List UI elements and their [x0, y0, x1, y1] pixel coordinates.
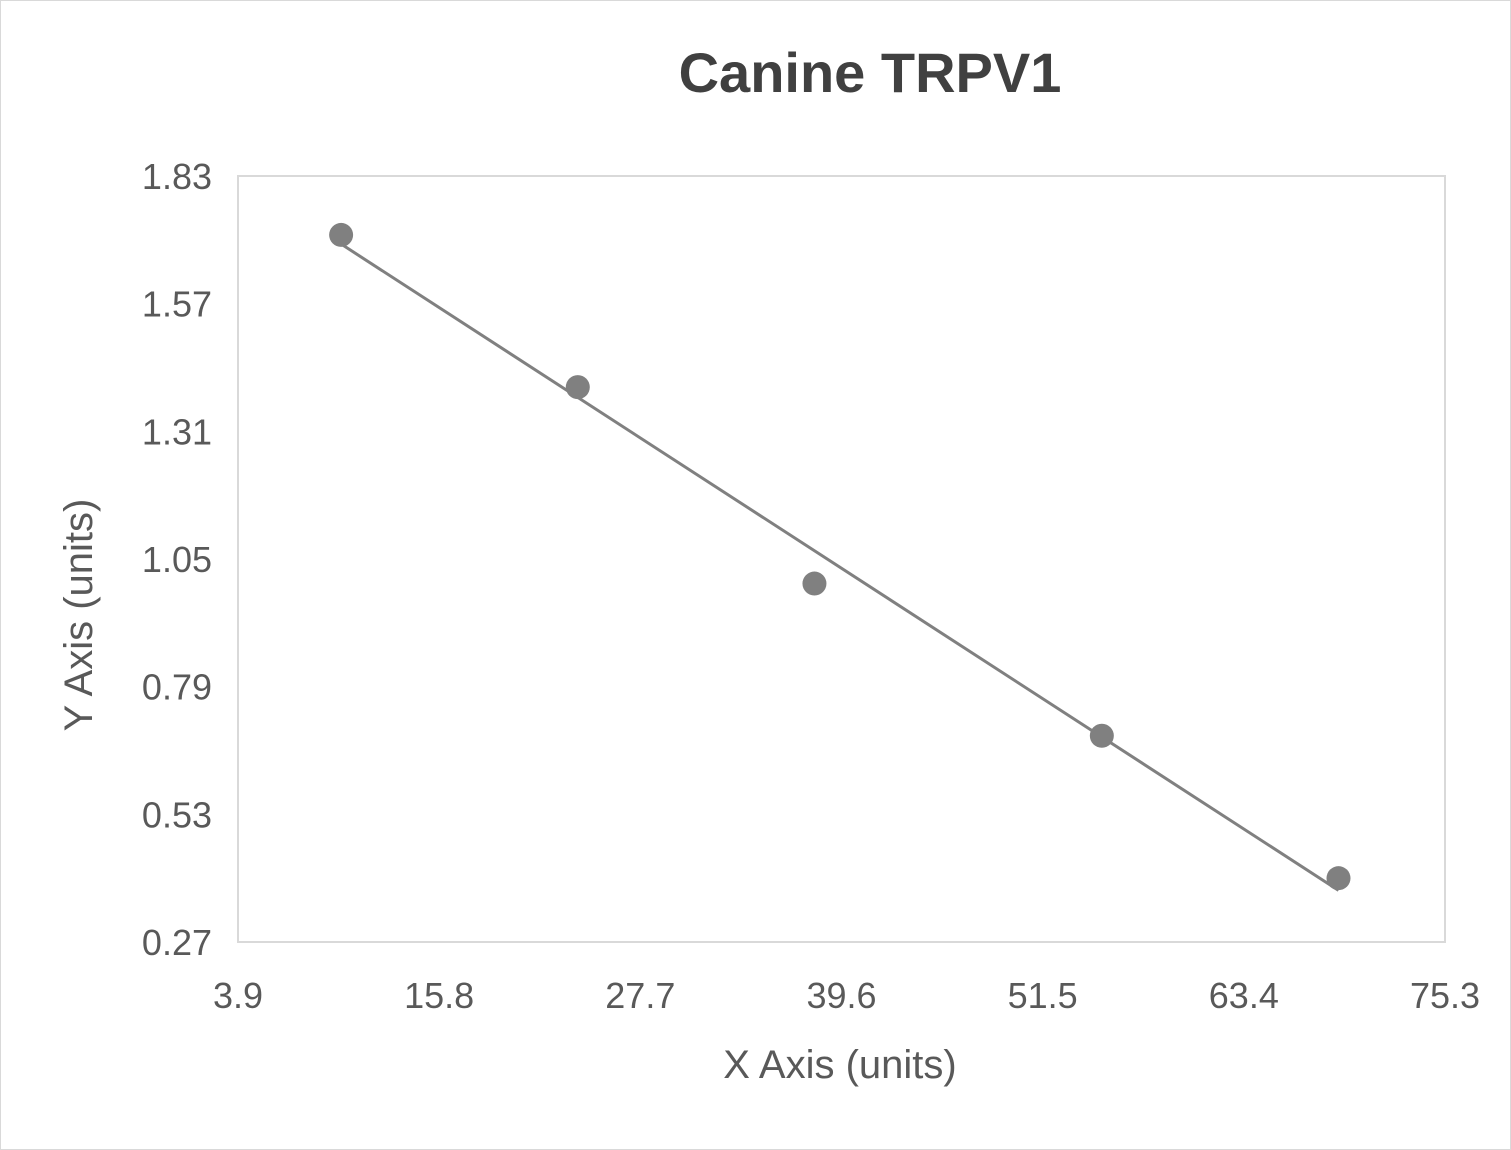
x-tick-label: 3.9 — [213, 975, 263, 1016]
x-tick-label: 75.3 — [1410, 975, 1480, 1016]
data-point — [1326, 866, 1351, 891]
y-tick-label: 0.27 — [142, 922, 212, 963]
x-tick-label: 15.8 — [404, 975, 474, 1016]
y-tick-label: 1.57 — [142, 284, 212, 325]
data-point — [329, 222, 354, 247]
y-tick-label: 1.83 — [142, 156, 212, 197]
trendline — [340, 242, 1340, 892]
y-tick-label: 0.53 — [142, 794, 212, 835]
y-tick-label: 1.05 — [142, 539, 212, 580]
data-point — [565, 375, 590, 400]
x-tick-label: 27.7 — [605, 975, 675, 1016]
chart-title: Canine TRPV1 — [679, 41, 1062, 104]
x-tick-label: 63.4 — [1209, 975, 1279, 1016]
data-point — [1089, 723, 1114, 748]
x-tick-label: 39.6 — [806, 975, 876, 1016]
plot-area — [237, 175, 1446, 943]
y-tick-label: 0.79 — [142, 667, 212, 708]
data-point — [802, 571, 827, 596]
y-axis-label: Y Axis (units) — [57, 499, 101, 732]
x-tick-label: 51.5 — [1008, 975, 1078, 1016]
y-tick-label: 1.31 — [142, 411, 212, 452]
x-axis-label: X Axis (units) — [723, 1043, 956, 1087]
